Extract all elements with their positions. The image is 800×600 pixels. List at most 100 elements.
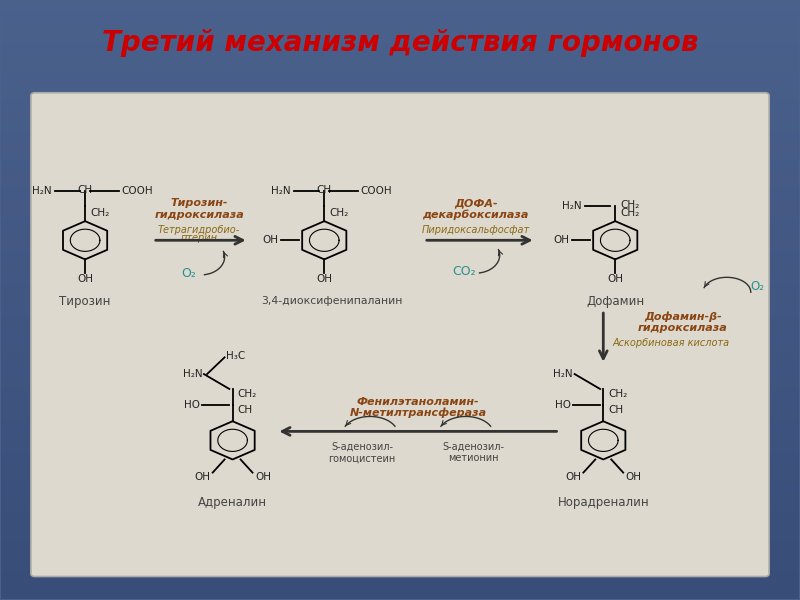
Bar [2, 7, 798, 10]
Bar [2, 557, 798, 560]
Bar [2, 82, 798, 85]
Text: CO₂: CO₂ [452, 265, 475, 278]
Bar [2, 208, 798, 211]
Bar [2, 1, 798, 4]
Bar [2, 178, 798, 181]
Bar [2, 91, 798, 94]
Bar [2, 10, 798, 13]
Bar [2, 214, 798, 217]
Bar [2, 404, 798, 407]
Bar [2, 330, 798, 333]
Bar [2, 368, 798, 371]
Bar [2, 377, 798, 380]
Bar [2, 443, 798, 446]
Bar [2, 575, 798, 578]
Text: декарбоксилаза: декарбоксилаза [422, 210, 529, 220]
Text: Норадреналин: Норадреналин [558, 496, 649, 509]
Bar [2, 321, 798, 324]
Bar [2, 542, 798, 545]
Text: O₂: O₂ [750, 280, 764, 293]
Bar [2, 345, 798, 348]
Text: CH₂: CH₂ [330, 208, 349, 218]
Bar [2, 43, 798, 46]
Bar [2, 285, 798, 288]
Text: H₂N: H₂N [271, 187, 290, 196]
Bar [2, 127, 798, 130]
Bar [2, 166, 798, 169]
Bar [2, 572, 798, 575]
Bar [2, 130, 798, 133]
Bar [2, 55, 798, 58]
Bar [2, 434, 798, 437]
Bar [2, 205, 798, 208]
Bar [2, 584, 798, 587]
Bar [2, 139, 798, 142]
Bar [2, 566, 798, 569]
Bar [2, 470, 798, 473]
Bar [2, 590, 798, 593]
Bar [2, 237, 798, 240]
Bar [2, 515, 798, 518]
Bar [2, 551, 798, 554]
Bar [2, 380, 798, 383]
Bar [2, 34, 798, 37]
Bar [2, 389, 798, 392]
Bar [2, 327, 798, 330]
Bar [2, 476, 798, 479]
Bar [2, 437, 798, 440]
Text: CH₂: CH₂ [621, 208, 640, 218]
Bar [2, 148, 798, 151]
Bar [2, 291, 798, 294]
Bar [2, 76, 798, 79]
Bar [2, 25, 798, 28]
Bar [2, 115, 798, 118]
Bar [2, 386, 798, 389]
Bar [2, 276, 798, 279]
Bar [2, 58, 798, 61]
Bar [2, 121, 798, 124]
Text: птерин: птерин [181, 233, 218, 244]
Text: H₂N: H₂N [554, 369, 573, 379]
Bar [2, 40, 798, 43]
FancyBboxPatch shape [31, 93, 769, 577]
Text: CH₂: CH₂ [238, 389, 257, 399]
Text: гидроксилаза: гидроксилаза [154, 210, 244, 220]
Bar [2, 416, 798, 419]
Bar [2, 407, 798, 410]
Text: H₂N: H₂N [562, 201, 582, 211]
Bar [2, 240, 798, 243]
Bar [2, 246, 798, 249]
Text: Дофамин-β-: Дофамин-β- [644, 311, 722, 322]
Bar [2, 500, 798, 503]
Bar [2, 85, 798, 88]
Bar [2, 363, 798, 365]
Text: 3,4-диоксифенипаланин: 3,4-диоксифенипаланин [262, 296, 403, 306]
Bar [2, 160, 798, 163]
Bar [2, 243, 798, 246]
Bar [2, 145, 798, 148]
Text: OH: OH [316, 274, 332, 284]
Bar [2, 133, 798, 136]
Bar [2, 383, 798, 386]
Bar [2, 431, 798, 434]
Bar [2, 392, 798, 395]
Bar [2, 88, 798, 91]
Bar [2, 22, 798, 25]
Bar [2, 270, 798, 273]
Bar [2, 252, 798, 255]
Text: CH: CH [317, 185, 332, 195]
Text: OH: OH [262, 235, 278, 245]
Bar [2, 261, 798, 264]
Bar [2, 28, 798, 31]
Bar [2, 97, 798, 100]
Bar [2, 440, 798, 443]
Bar [2, 503, 798, 506]
Bar [2, 157, 798, 160]
Text: OH: OH [77, 274, 93, 284]
Bar [2, 324, 798, 327]
Bar [2, 184, 798, 187]
Bar [2, 497, 798, 500]
Text: Адреналин: Адреналин [198, 496, 267, 509]
Bar [2, 374, 798, 377]
Bar [2, 521, 798, 524]
